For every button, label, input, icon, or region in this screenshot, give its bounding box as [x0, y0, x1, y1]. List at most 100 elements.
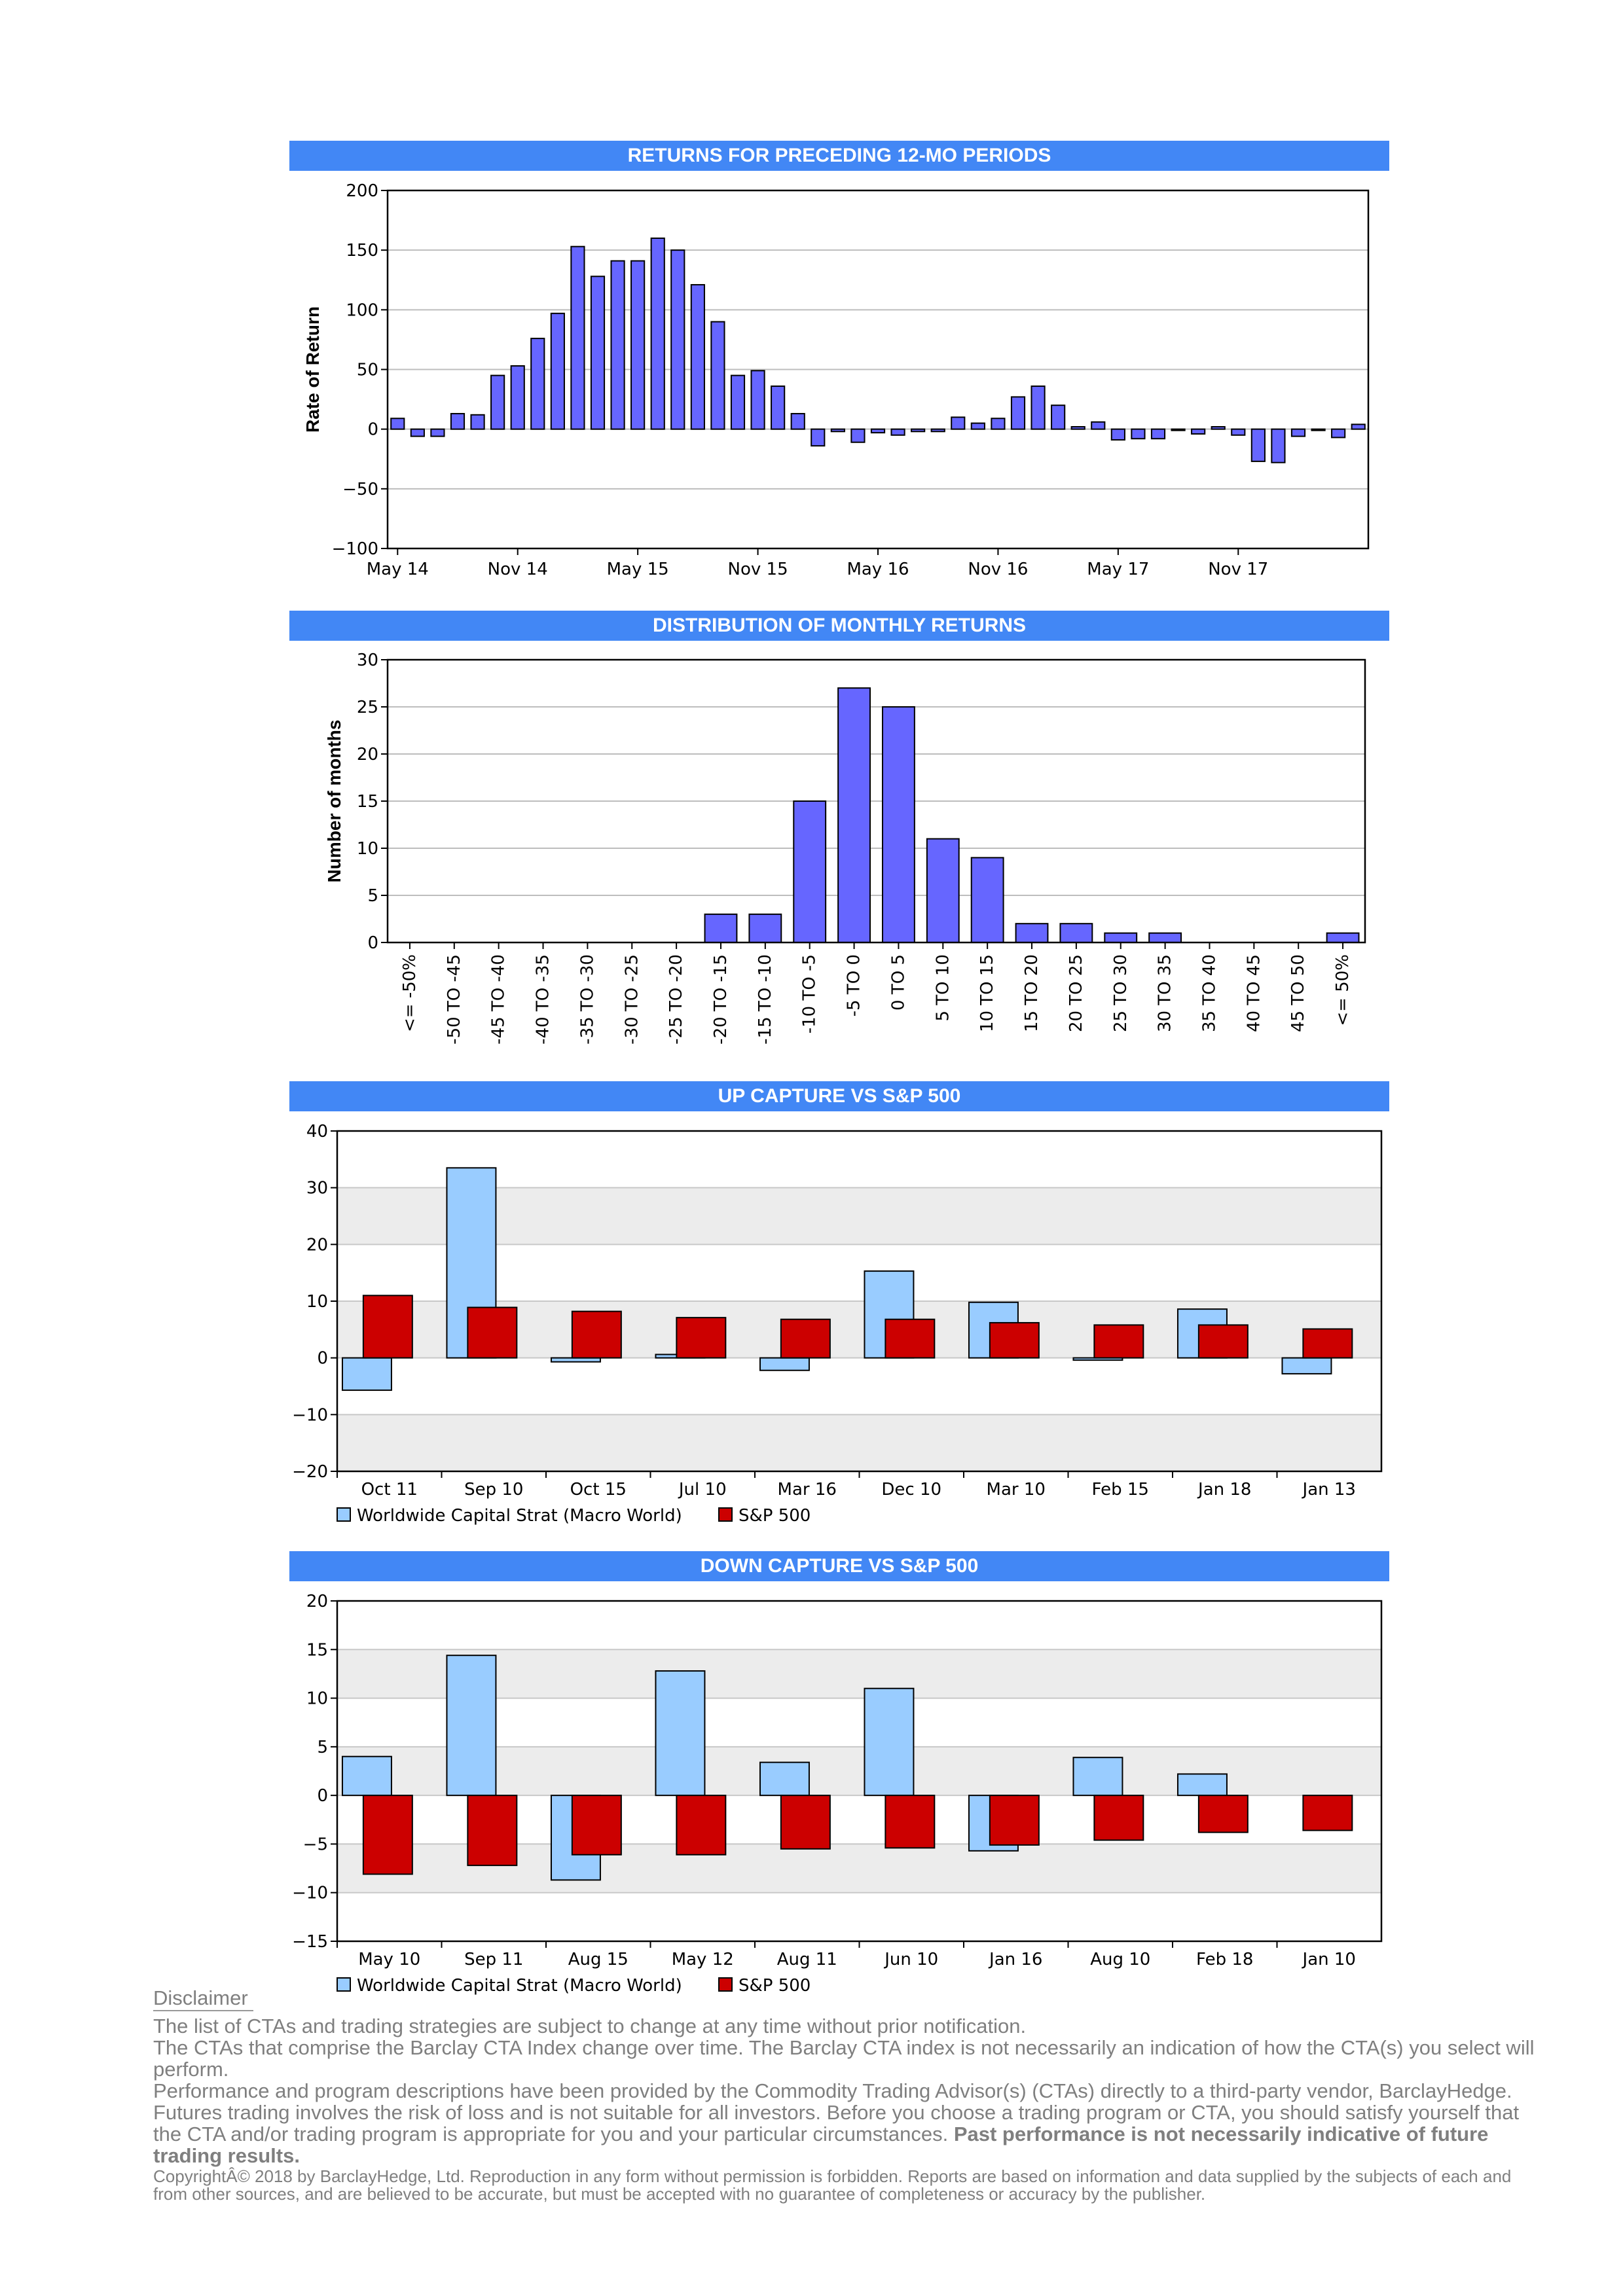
returns-bar	[630, 260, 646, 430]
capture-sp500-bar	[1302, 1328, 1353, 1359]
y-tick-label-2: 25	[357, 698, 378, 717]
x-tick-label: Oct 11	[361, 1480, 418, 1499]
returns-bar	[930, 428, 945, 433]
grid-band-4	[337, 1649, 1381, 1698]
x-tick-label: -20 TO -15	[711, 954, 731, 1045]
distribution-bar	[1059, 923, 1093, 943]
returns-bar	[1211, 426, 1226, 430]
capture-sp500-bar	[884, 1795, 936, 1849]
x-tick-label: Aug 11	[777, 1950, 837, 1969]
y-tick-label-4: −5	[303, 1835, 328, 1854]
x-tick-label: <= -50%	[400, 954, 420, 1032]
capture-fund-bar	[759, 1761, 810, 1797]
y-tick-label-1: −50	[342, 480, 378, 499]
returns-bar	[670, 249, 685, 430]
capture-fund-bar	[446, 1655, 497, 1797]
x-tick-label: 30 TO 35	[1156, 954, 1175, 1032]
x-tick-label: Sep 10	[464, 1480, 523, 1499]
capture-fund-bar	[1072, 1757, 1123, 1797]
capture-fund-bar	[759, 1357, 810, 1371]
disclaimer-title: Disclaimer	[153, 1986, 253, 2011]
x-tick-label: Nov 14	[488, 560, 548, 579]
disclaimer-copyright: CopyrightÂ© 2018 by BarclayHedge, Ltd. R…	[153, 2166, 1512, 2204]
distribution-bar	[926, 838, 960, 943]
disclaimer-line-1: The list of CTAs and trading strategies …	[153, 2015, 1027, 2037]
x-tick-label: May 16	[847, 560, 909, 579]
x-tick-label: May 12	[672, 1950, 734, 1969]
y-tick-label-3: 30	[306, 1179, 328, 1198]
x-tick-label: Feb 18	[1196, 1950, 1253, 1969]
y-tick-label-4: 15	[306, 1640, 328, 1660]
distribution-bar	[704, 913, 738, 944]
distribution-bar	[882, 706, 915, 943]
x-tick-label: -30 TO -25	[622, 954, 642, 1045]
capture-fund-bar	[341, 1357, 392, 1391]
capture-sp500-bar	[1197, 1795, 1249, 1833]
legend-label-sp500: S&P 500	[739, 1506, 811, 1526]
x-tick-label: Sep 11	[464, 1950, 523, 1969]
x-tick-label: <= 50%	[1333, 954, 1353, 1026]
y-axis-label: Rate of Return	[302, 306, 323, 433]
x-tick-label: Jan 16	[988, 1950, 1042, 1969]
returns-bar	[410, 428, 425, 437]
returns-bar	[450, 412, 465, 430]
y-tick-label-2: 15	[357, 792, 378, 812]
y-tick-label-4: −10	[292, 1884, 328, 1903]
capture-sp500-bar	[1093, 1324, 1144, 1359]
x-tick-label: -40 TO -35	[534, 954, 553, 1045]
x-tick-label: 25 TO 30	[1111, 954, 1131, 1032]
returns-bar	[1150, 428, 1166, 440]
returns-bar	[991, 418, 1006, 430]
x-tick-label: Aug 10	[1090, 1950, 1150, 1969]
x-tick-label: Mar 10	[987, 1480, 1046, 1499]
x-tick-label: Feb 15	[1092, 1480, 1149, 1499]
plot-border-1	[386, 189, 1370, 550]
returns-bar	[1110, 428, 1125, 441]
y-tick-label-4: −15	[292, 1932, 328, 1952]
x-tick-label: 40 TO 45	[1244, 954, 1264, 1032]
capture-sp500-bar	[1093, 1795, 1144, 1841]
distribution-bar	[1015, 923, 1049, 943]
returns-bar	[430, 428, 445, 437]
disclaimer-line-2: The CTAs that comprise the Barclay CTA I…	[153, 2036, 1535, 2081]
distribution-bar	[1104, 932, 1138, 943]
capture-fund-bar	[864, 1687, 915, 1797]
legend-swatch-sp500	[718, 1507, 733, 1522]
y-tick-label-2: 5	[367, 886, 378, 906]
returns-bar	[870, 428, 886, 434]
returns-bar	[1070, 426, 1085, 430]
capture-sp500-bar	[676, 1795, 727, 1856]
distribution-bar	[793, 800, 827, 943]
returns-bar	[710, 321, 725, 430]
y-tick-label-4: 0	[317, 1786, 328, 1806]
x-tick-label: 20 TO 25	[1067, 954, 1086, 1032]
capture-sp500-bar	[676, 1317, 727, 1359]
y-tick-label-1: 50	[357, 361, 378, 380]
capture-sp500-bar	[989, 1795, 1040, 1846]
grid-band-3	[337, 1187, 1381, 1245]
x-tick-label: 0 TO 5	[888, 954, 908, 1011]
returns-bar	[1091, 421, 1106, 430]
returns-bar	[1051, 404, 1066, 430]
returns-bar	[750, 370, 765, 430]
returns-bar	[550, 312, 565, 430]
capture-fund-bar	[341, 1755, 392, 1797]
returns-bar	[911, 428, 926, 433]
returns-bar	[1271, 428, 1286, 463]
y-axis-label: Number of months	[324, 720, 344, 883]
x-tick-label: May 10	[358, 1950, 420, 1969]
disclaimer-section: Disclaimer The list of CTAs and trading …	[153, 1986, 1548, 2203]
y-tick-label-1: 0	[367, 420, 378, 440]
x-tick-label: May 14	[367, 560, 429, 579]
legend-swatch-fund	[337, 1507, 351, 1522]
chart-4-banner: DOWN CAPTURE VS S&P 500	[289, 1551, 1389, 1581]
x-tick-label: Mar 16	[778, 1480, 837, 1499]
x-tick-label: Jan 13	[1302, 1480, 1356, 1499]
x-tick-label: Jun 10	[883, 1950, 938, 1969]
capture-sp500-bar	[884, 1318, 936, 1359]
returns-bar	[490, 374, 505, 430]
x-tick-label: -25 TO -20	[666, 954, 686, 1045]
capture-sp500-bar	[780, 1795, 831, 1850]
y-tick-label-3: 10	[306, 1292, 328, 1312]
